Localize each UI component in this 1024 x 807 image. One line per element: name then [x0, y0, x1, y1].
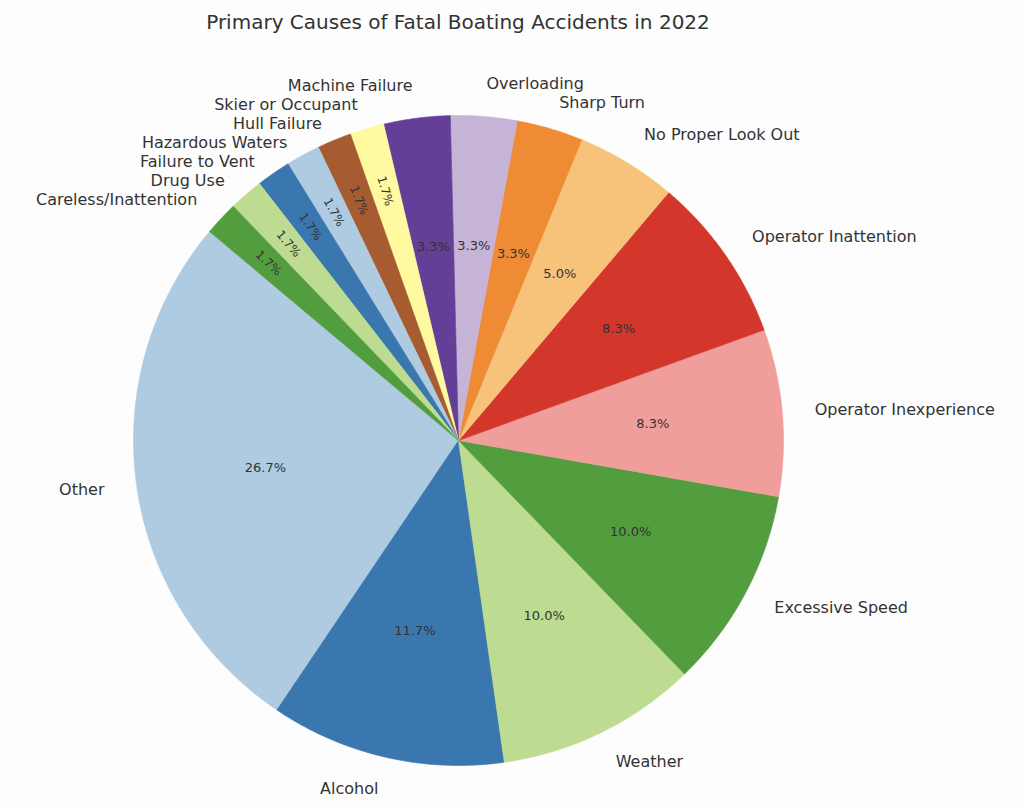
svg-text:1.7%: 1.7% [374, 174, 396, 207]
svg-text:1.7%: 1.7% [321, 195, 348, 228]
svg-text:Other: Other [59, 480, 105, 499]
svg-text:8.3%: 8.3% [602, 321, 635, 336]
svg-text:3.3%: 3.3% [497, 246, 530, 261]
svg-text:1.7%: 1.7% [253, 247, 285, 278]
svg-text:Alcohol: Alcohol [320, 779, 378, 798]
svg-text:3.3%: 3.3% [457, 238, 490, 253]
svg-text:10.0%: 10.0% [610, 524, 651, 539]
svg-text:Operator Inexperience: Operator Inexperience [815, 400, 995, 419]
svg-text:Operator Inattention: Operator Inattention [752, 227, 917, 246]
svg-text:Weather: Weather [616, 752, 684, 771]
svg-text:Hull Failure: Hull Failure [233, 114, 322, 133]
svg-text:Machine Failure: Machine Failure [288, 76, 413, 95]
svg-text:Careless/Inattention: Careless/Inattention [36, 190, 197, 209]
svg-text:Hazardous Waters: Hazardous Waters [142, 133, 287, 152]
svg-text:5.0%: 5.0% [543, 266, 576, 281]
svg-text:Skier or Occupant: Skier or Occupant [214, 95, 358, 114]
svg-text:Failure to Vent: Failure to Vent [140, 152, 255, 171]
svg-text:No Proper Look Out: No Proper Look Out [644, 125, 799, 144]
svg-text:Excessive Speed: Excessive Speed [774, 598, 908, 617]
svg-text:Sharp Turn: Sharp Turn [559, 93, 645, 112]
svg-text:11.7%: 11.7% [394, 623, 435, 638]
svg-text:3.3%: 3.3% [417, 239, 450, 254]
svg-text:10.0%: 10.0% [524, 608, 565, 623]
html-text:Primary Causes of Fatal Boatin: Primary Causes of Fatal Boating Accident… [206, 10, 710, 34]
svg-text:1.7%: 1.7% [296, 210, 325, 243]
svg-text:1.7%: 1.7% [273, 228, 304, 260]
svg-text:8.3%: 8.3% [636, 416, 669, 431]
svg-text:26.7%: 26.7% [245, 460, 286, 475]
svg-text:Overloading: Overloading [486, 74, 583, 93]
svg-text:Drug Use: Drug Use [151, 171, 225, 190]
svg-text:1.7%: 1.7% [347, 183, 372, 217]
